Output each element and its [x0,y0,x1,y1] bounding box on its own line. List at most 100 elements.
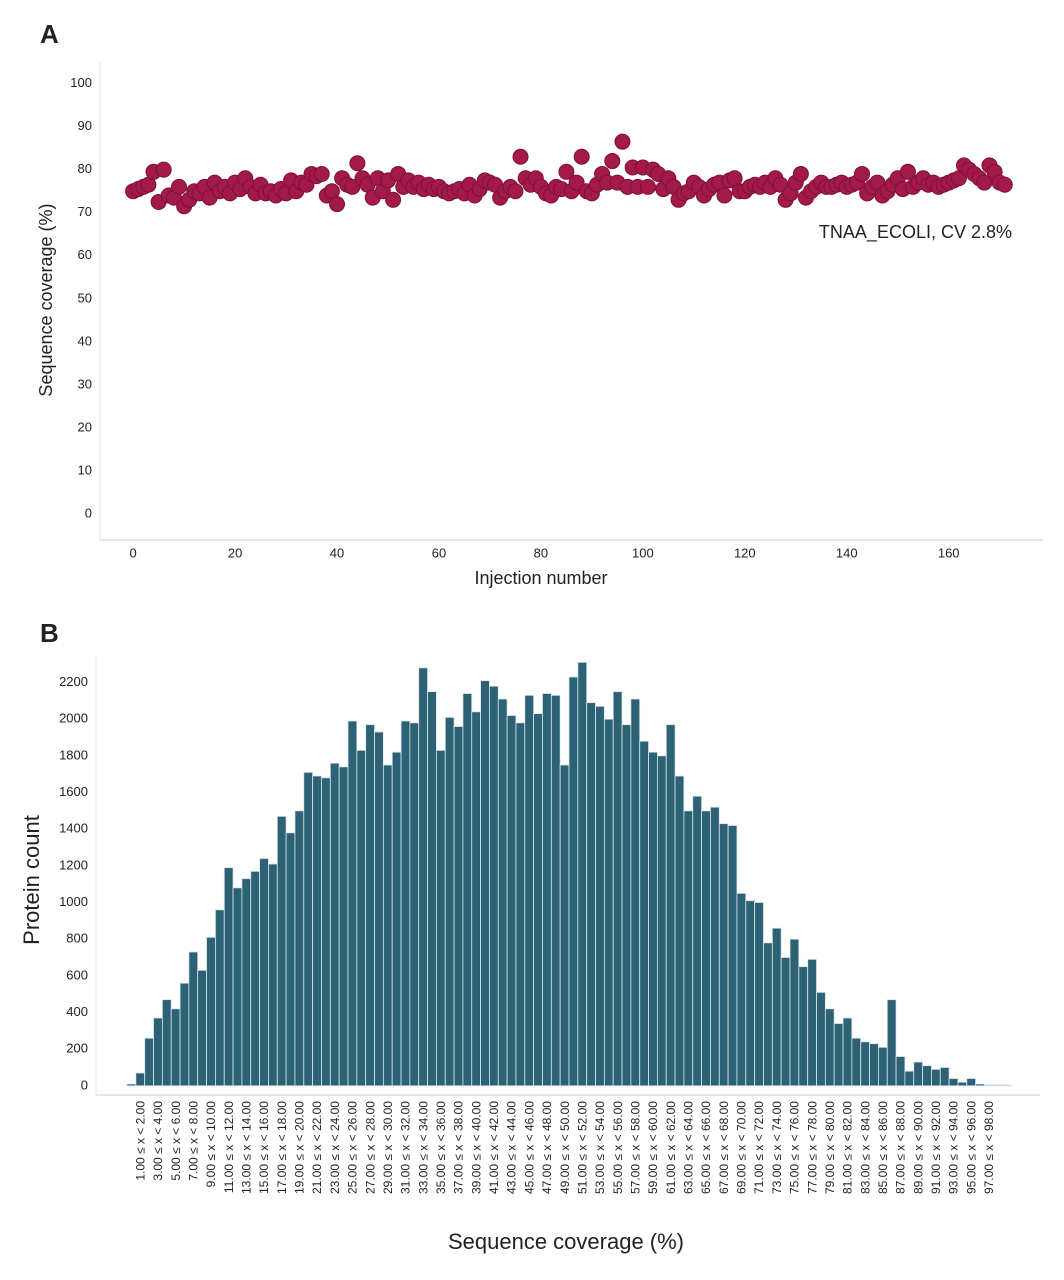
bar [197,969,207,1087]
bar [285,832,296,1087]
bar [939,1067,950,1087]
bar [798,966,809,1087]
x-tick-label: 11.00 ≤ x < 12.00 [222,1101,236,1193]
bar [241,878,252,1087]
bar [595,705,605,1087]
annotation: TNAA_ECOLI, CV 2.8% [819,222,1012,243]
x-tick-label: 27.00 ≤ x < 28.00 [363,1101,377,1194]
x-tick-label: 39.00 ≤ x < 40.00 [469,1101,483,1194]
bar [745,900,756,1087]
x-tick-label: 83.00 ≤ x < 84.00 [858,1101,872,1194]
x-tick-label: 65.00 ≤ x < 66.00 [699,1101,713,1194]
point [385,191,402,208]
x-tick-label: 25.00 ≤ x < 26.00 [346,1101,360,1194]
y-tick-label: 0 [85,506,92,521]
x-tick-label: 140 [836,545,858,560]
bar [329,762,340,1087]
x-tick-label: 73.00 ≤ x < 74.00 [770,1101,784,1194]
point [329,196,346,213]
x-tick-label: 95.00 ≤ x < 96.00 [964,1101,978,1194]
bar [170,1008,181,1087]
x-tick-label: 85.00 ≤ x < 86.00 [876,1101,890,1194]
point [349,155,366,172]
x-tick-label: 55.00 ≤ x < 56.00 [611,1101,625,1194]
bar [356,749,367,1087]
point [558,163,575,180]
x-tick-label: 15.00 ≤ x < 16.00 [257,1101,271,1194]
point [344,178,361,195]
x-tick-label: 49.00 ≤ x < 50.00 [558,1101,572,1194]
bar [603,718,614,1087]
bar [462,693,473,1087]
bar [550,694,561,1087]
y-axis-label: Protein count [19,815,44,945]
bar [577,661,588,1087]
point [573,148,590,165]
bar [206,936,216,1087]
bar [559,764,570,1087]
bar [824,1008,835,1087]
bar [648,751,658,1087]
y-tick-label: 30 [78,376,92,391]
y-tick-label: 1400 [59,821,88,836]
x-tick-label: 1.00 ≤ x < 2.00 [133,1101,147,1181]
bar [214,909,225,1087]
bar [382,764,393,1087]
x-tick-label: 0 [130,545,137,560]
y-tick-label: 800 [66,931,88,946]
x-tick-label: 21.00 ≤ x < 22.00 [310,1101,324,1194]
point [568,174,585,191]
x-tick-label: 17.00 ≤ x < 18.00 [275,1101,289,1194]
bar [763,942,773,1087]
bar [851,1037,862,1087]
panel-label: B [40,618,59,648]
bar [418,667,428,1087]
y-tick-label: 90 [78,118,92,133]
x-tick-label: 40 [330,545,344,560]
bar [188,951,199,1087]
x-tick-label: 79.00 ≤ x < 80.00 [823,1101,837,1194]
bar [780,957,791,1087]
bar [338,766,349,1087]
bar [303,771,314,1087]
y-axis-label: Sequence coverage (%) [36,203,56,396]
x-tick-label: 91.00 ≤ x < 92.00 [929,1101,943,1194]
bar [453,726,464,1087]
x-tick-label: 23.00 ≤ x < 24.00 [328,1101,342,1194]
x-tick-label: 51.00 ≤ x < 52.00 [575,1101,589,1194]
x-tick-label: 3.00 ≤ x < 4.00 [151,1101,165,1181]
x-tick-label: 100 [632,545,654,560]
point [716,187,733,204]
point [854,165,871,182]
bar [860,1041,870,1087]
bar [639,740,649,1087]
y-tick-label: 20 [78,419,92,434]
y-tick-label: 1200 [59,857,88,872]
x-tick-label: 89.00 ≤ x < 90.00 [911,1101,925,1194]
x-tick-label: 160 [938,545,960,560]
bar [789,938,800,1087]
y-tick-label: 600 [66,967,88,982]
x-tick-label: 43.00 ≤ x < 44.00 [505,1101,519,1194]
x-tick-label: 67.00 ≤ x < 68.00 [717,1101,731,1194]
y-tick-label: 2000 [59,711,88,726]
x-tick-label: 71.00 ≤ x < 72.00 [752,1101,766,1194]
point [899,163,916,180]
bar [727,825,738,1087]
point [996,176,1013,193]
bar [886,999,897,1087]
bar [878,1046,888,1087]
bar [771,927,782,1087]
bar [232,887,243,1087]
bar [444,716,455,1087]
bar [268,863,278,1087]
bar [365,724,375,1087]
bar [250,870,260,1087]
x-tick-label: 77.00 ≤ x < 78.00 [805,1101,819,1194]
bar [126,1083,137,1087]
bar [471,711,482,1087]
y-tick-label: 40 [78,333,92,348]
x-tick-label: 59.00 ≤ x < 60.00 [646,1101,660,1194]
bar [621,724,632,1087]
